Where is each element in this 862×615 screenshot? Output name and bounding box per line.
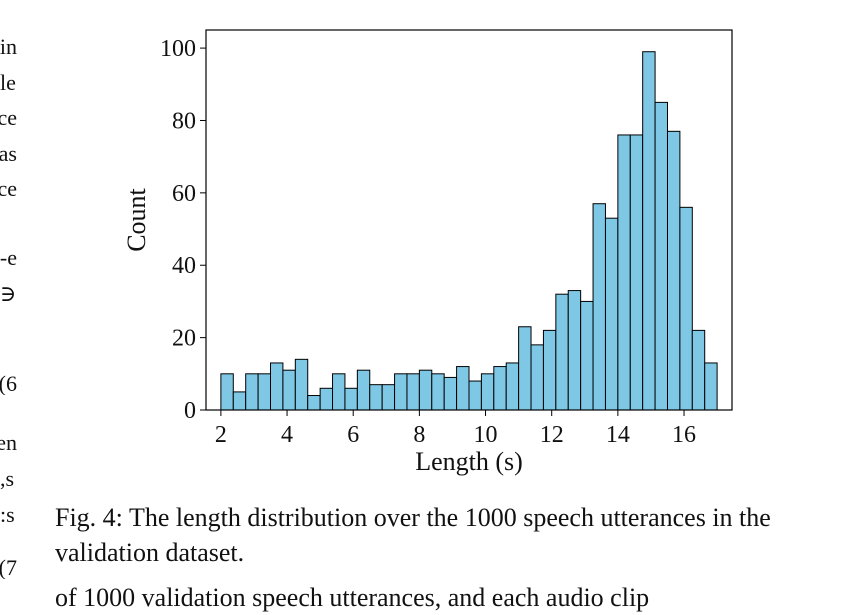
- histogram-chart: 2 4 6 8 10 12 14 16 0 20 40 60 80 100 Length (s) Cou…: [0, 0, 862, 490]
- histogram-bar: [494, 367, 506, 410]
- histogram-bar: [345, 388, 357, 410]
- histogram-bar: [643, 52, 655, 410]
- histogram-bar: [246, 374, 258, 410]
- histogram-bar: [444, 377, 456, 410]
- x-tick-label: 4: [281, 422, 293, 448]
- histogram-bar: [419, 370, 431, 410]
- figure-caption: Fig. 4: The length distribution over the…: [55, 500, 845, 570]
- y-tick-label: 40: [172, 253, 196, 279]
- histogram-bar: [581, 301, 593, 410]
- y-tick-label: 60: [172, 181, 196, 207]
- x-tick-label: 6: [347, 422, 359, 448]
- histogram-bar: [481, 374, 493, 410]
- histogram-bar: [233, 392, 245, 410]
- histogram-bar: [593, 204, 605, 410]
- histogram-bar: [519, 327, 531, 410]
- x-tick-label: 10: [474, 422, 498, 448]
- y-tick-label: 20: [172, 326, 196, 352]
- x-tick-label: 2: [215, 422, 227, 448]
- histogram-bar: [692, 330, 704, 410]
- histogram-bar: [655, 102, 667, 410]
- histogram-bar: [308, 396, 320, 410]
- histogram-bar: [271, 363, 283, 410]
- left-column-fragment: 7): [0, 557, 17, 579]
- left-column-fragment: s:: [0, 504, 17, 526]
- histogram-bar: [370, 385, 382, 410]
- histogram-bar: [506, 363, 518, 410]
- y-tick-label: 0: [184, 398, 196, 424]
- histogram-bar: [457, 367, 469, 410]
- histogram-bar: [221, 374, 233, 410]
- x-axis-ticks: 2 4 6 8 10 12 14 16: [215, 410, 696, 448]
- histogram-bar: [680, 207, 692, 410]
- histogram-bar: [605, 218, 617, 410]
- histogram-bar: [283, 370, 295, 410]
- histogram-bar: [667, 131, 679, 410]
- histogram-bars: [221, 52, 717, 410]
- histogram-bar: [531, 345, 543, 410]
- histogram-bar: [357, 370, 369, 410]
- histogram-bar: [333, 374, 345, 410]
- histogram-bar: [320, 388, 332, 410]
- y-tick-label: 100: [160, 36, 196, 62]
- histogram-bar: [258, 374, 270, 410]
- x-axis-label: Length (s): [415, 447, 523, 476]
- histogram-bar: [407, 374, 419, 410]
- y-tick-label: 80: [172, 108, 196, 134]
- histogram-bar: [469, 381, 481, 410]
- y-axis-label: Count: [122, 187, 151, 251]
- histogram-bar: [395, 374, 407, 410]
- x-tick-label: 8: [413, 422, 425, 448]
- histogram-bar: [543, 330, 555, 410]
- histogram-bar: [618, 135, 630, 410]
- y-axis-ticks: 0 20 40 60 80 100: [160, 36, 206, 424]
- histogram-bar: [705, 363, 717, 410]
- histogram-bar: [556, 294, 568, 410]
- histogram-bar: [432, 374, 444, 410]
- x-tick-label: 14: [606, 422, 630, 448]
- body-text-line: of 1000 validation speech utterances, an…: [55, 585, 855, 615]
- histogram-bar: [382, 385, 394, 410]
- x-tick-label: 16: [672, 422, 696, 448]
- histogram-bar: [295, 359, 307, 410]
- x-tick-label: 12: [540, 422, 564, 448]
- histogram-bar: [630, 135, 642, 410]
- histogram-bar: [568, 291, 580, 410]
